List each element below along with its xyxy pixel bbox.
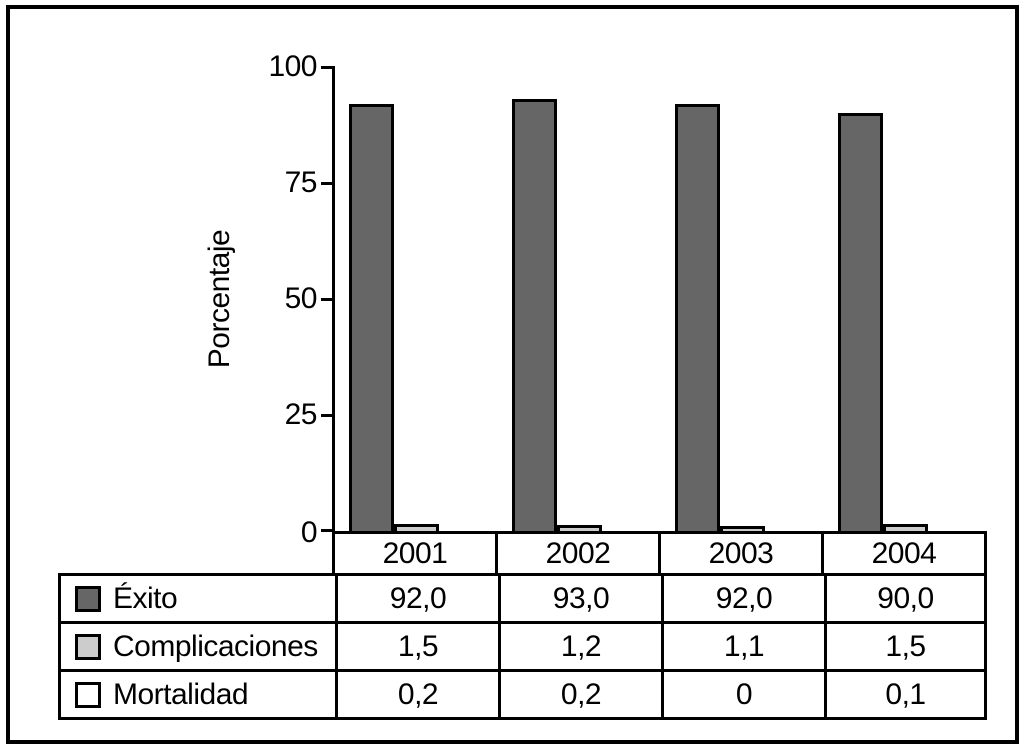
table-cell: 92,0 <box>664 576 827 621</box>
year-cell: 2002 <box>498 534 661 573</box>
table-cell: 0,1 <box>885 677 926 711</box>
table-cell: 93,0 <box>501 576 664 621</box>
table-cell: 1,1 <box>664 624 827 669</box>
table-cell: 1,5 <box>885 629 926 663</box>
bar-éxito-2002 <box>512 99 557 531</box>
figure-border: Porcentaje 100 75 50 25 0 2001 2002 2003… <box>6 5 1019 744</box>
legend-cell-exito: Éxito <box>61 576 338 621</box>
table-cell: 90,0 <box>877 581 934 615</box>
y-tick-75 <box>321 182 335 185</box>
y-tick-label-50: 50 <box>284 282 318 315</box>
mortalidad-swatch-icon <box>75 681 101 708</box>
plot-area <box>10 9 1024 752</box>
bar-complicaciones-2004 <box>883 524 928 531</box>
legend-label: Mortalidad <box>113 677 249 711</box>
table-row-complicaciones: Complicaciones 1,5 1,2 1,1 1,5 <box>61 621 984 669</box>
y-tick-label-0: 0 <box>300 516 318 549</box>
table-row-mortalidad: Mortalidad 0,2 0,2 0 0,1 <box>61 669 984 717</box>
bar-éxito-2003 <box>675 104 720 531</box>
data-table: Éxito 92,0 93,0 92,0 90,0 Complicaciones… <box>58 573 987 720</box>
y-tick-label-100: 100 <box>268 50 317 83</box>
y-tick-25 <box>321 414 335 417</box>
table-cell: 1,5 <box>338 624 501 669</box>
year-header-row: 2001 2002 2003 2004 <box>332 531 987 576</box>
legend-label: Complicaciones <box>113 629 318 663</box>
exito-swatch-icon <box>75 585 101 612</box>
table-row-exito: Éxito 92,0 93,0 92,0 90,0 <box>61 576 984 621</box>
legend-label: Éxito <box>113 581 178 615</box>
year-cell: 2004 <box>871 536 937 570</box>
table-cell: 92,0 <box>338 576 501 621</box>
y-tick-label-75: 75 <box>284 166 318 199</box>
y-tick-label-25: 25 <box>284 398 318 431</box>
y-tick-50 <box>321 298 335 301</box>
legend-cell-mortalidad: Mortalidad <box>61 672 338 717</box>
table-cell: 0,2 <box>338 672 501 717</box>
year-cell: 2001 <box>335 534 498 573</box>
year-cell: 2003 <box>661 534 824 573</box>
bar-éxito-2001 <box>349 104 394 531</box>
bar-complicaciones-2001 <box>394 524 439 531</box>
complicaciones-swatch-icon <box>75 633 101 660</box>
table-cell: 0 <box>664 672 827 717</box>
table-cell: 0,2 <box>501 672 664 717</box>
table-cell: 1,2 <box>501 624 664 669</box>
bar-complicaciones-2002 <box>557 525 602 531</box>
y-tick-100 <box>321 66 335 69</box>
bar-éxito-2004 <box>838 113 883 531</box>
bar-complicaciones-2003 <box>720 526 765 531</box>
legend-cell-complicaciones: Complicaciones <box>61 624 338 669</box>
y-tick-0 <box>321 529 335 532</box>
